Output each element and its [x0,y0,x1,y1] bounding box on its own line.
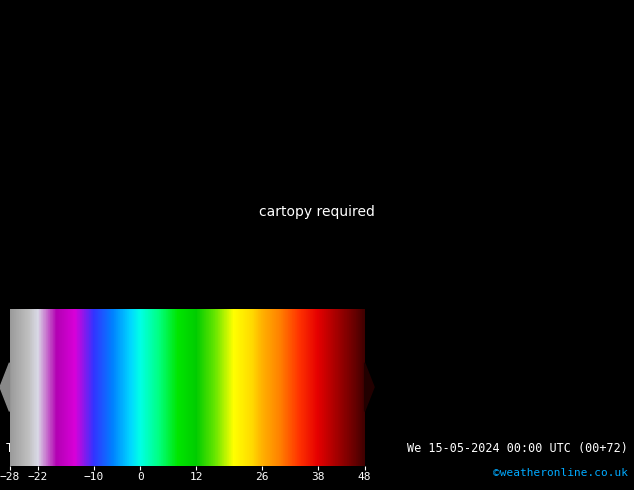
Text: ©weatheronline.co.uk: ©weatheronline.co.uk [493,468,628,478]
Text: Temperature (2m) [°C] ECMWF: Temperature (2m) [°C] ECMWF [6,442,198,455]
Text: cartopy required: cartopy required [259,205,375,219]
Text: We 15-05-2024 00:00 UTC (00+72): We 15-05-2024 00:00 UTC (00+72) [407,442,628,455]
